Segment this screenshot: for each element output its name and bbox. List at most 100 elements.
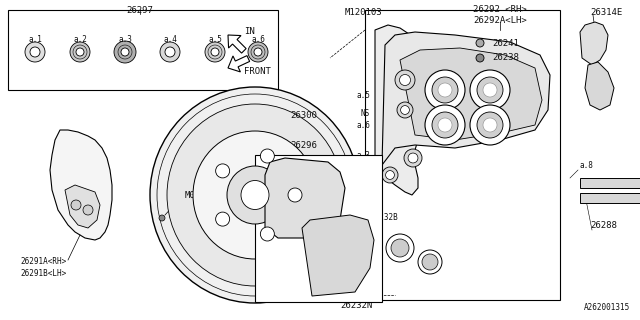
Circle shape [408,153,418,163]
Circle shape [25,42,45,62]
Text: 26232N: 26232N [340,300,372,309]
Text: a.4: a.4 [163,35,177,44]
Circle shape [418,250,442,274]
Bar [8,10,278,90]
Circle shape [216,164,230,178]
Circle shape [476,39,484,47]
Text: NS: NS [361,165,370,174]
Polygon shape [50,130,112,240]
Circle shape [401,106,410,114]
Text: a.4: a.4 [356,178,370,187]
Text: 26238: 26238 [492,53,519,62]
Circle shape [477,77,503,103]
Circle shape [404,149,422,167]
Circle shape [160,42,180,62]
Circle shape [114,41,136,63]
Ellipse shape [167,104,343,286]
Text: IN: IN [244,28,255,36]
Text: 26300: 26300 [290,110,317,119]
Circle shape [30,47,40,57]
Text: 26297: 26297 [127,6,154,15]
Text: FIG.200: FIG.200 [262,186,300,195]
Text: a.8: a.8 [360,270,374,279]
Circle shape [397,102,413,118]
Ellipse shape [150,87,360,303]
Circle shape [432,77,458,103]
Text: NS: NS [361,247,370,257]
Text: M000162: M000162 [185,190,223,199]
Polygon shape [302,215,374,296]
Circle shape [476,54,484,62]
Circle shape [288,188,302,202]
Bar [580,178,640,188]
Circle shape [254,48,262,56]
Text: 26291B<LH>: 26291B<LH> [20,269,67,278]
Text: A262001315: A262001315 [584,303,630,312]
Bar [365,10,560,300]
Polygon shape [585,62,614,110]
Text: a.5: a.5 [356,91,370,100]
Text: 26314E: 26314E [590,8,622,17]
Circle shape [165,47,175,57]
Text: a.6: a.6 [356,121,370,130]
Circle shape [477,112,503,138]
Circle shape [385,171,394,180]
Text: a.2: a.2 [73,35,87,44]
Bar [255,155,382,302]
Circle shape [216,212,230,226]
Text: 26292 <RH>: 26292 <RH> [473,5,527,14]
Circle shape [432,112,458,138]
Polygon shape [65,185,100,228]
Polygon shape [265,158,345,238]
Circle shape [205,42,225,62]
Circle shape [470,105,510,145]
Circle shape [382,167,398,183]
Polygon shape [382,32,550,165]
Circle shape [121,48,129,56]
Polygon shape [228,56,250,72]
Ellipse shape [241,180,269,210]
Circle shape [71,200,81,210]
Polygon shape [375,25,428,195]
Circle shape [260,227,275,241]
Circle shape [386,234,414,262]
Circle shape [391,239,409,257]
Text: a.7: a.7 [432,93,446,102]
Circle shape [483,83,497,97]
Text: M120103: M120103 [345,8,383,17]
Circle shape [422,254,438,270]
Ellipse shape [193,131,317,259]
Polygon shape [580,22,608,65]
Circle shape [159,215,165,221]
Text: 26292A<LH>: 26292A<LH> [473,16,527,25]
Text: a.6: a.6 [251,35,265,44]
Circle shape [70,42,90,62]
Text: 26288: 26288 [590,220,617,229]
Ellipse shape [227,166,283,224]
Circle shape [260,149,275,163]
Circle shape [395,70,415,90]
Text: a.7: a.7 [265,164,279,172]
Circle shape [248,42,268,62]
Circle shape [76,48,84,56]
Circle shape [483,118,497,132]
Polygon shape [228,35,246,53]
Circle shape [83,205,93,215]
Text: a.5: a.5 [208,35,222,44]
Circle shape [438,118,452,132]
Text: a.3: a.3 [356,150,370,159]
Circle shape [425,70,465,110]
Bar [580,193,640,203]
Text: 26291A<RH>: 26291A<RH> [20,258,67,267]
Text: a.3: a.3 [118,35,132,44]
Circle shape [438,83,452,97]
Text: a.1: a.1 [356,234,370,243]
Text: NS: NS [361,108,370,117]
Text: a.2: a.2 [356,260,370,269]
Text: FRONT: FRONT [244,68,271,76]
Text: 26296: 26296 [290,141,317,150]
Text: 26232B: 26232B [370,213,397,222]
Text: 26241: 26241 [492,38,519,47]
Circle shape [425,105,465,145]
Text: a.1: a.1 [28,35,42,44]
